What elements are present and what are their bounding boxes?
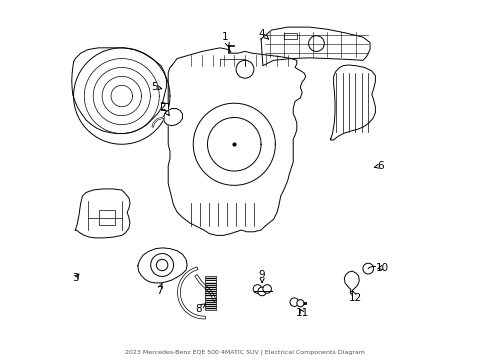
Polygon shape <box>74 48 170 144</box>
Text: 1: 1 <box>222 32 229 48</box>
Text: 4: 4 <box>259 28 269 39</box>
Polygon shape <box>168 48 306 235</box>
Polygon shape <box>138 248 187 283</box>
Polygon shape <box>261 27 370 66</box>
Polygon shape <box>331 65 375 140</box>
Text: 10: 10 <box>376 262 389 273</box>
Polygon shape <box>344 271 359 293</box>
Polygon shape <box>72 48 167 134</box>
Circle shape <box>297 300 304 307</box>
Text: 12: 12 <box>348 290 362 303</box>
Text: 2023 Mercedes-Benz EQE 500 4MATIC SUV | Electrical Components Diagram: 2023 Mercedes-Benz EQE 500 4MATIC SUV | … <box>125 350 365 355</box>
Circle shape <box>290 298 298 306</box>
Circle shape <box>253 285 262 293</box>
Polygon shape <box>164 109 182 126</box>
Text: 2: 2 <box>160 102 170 116</box>
Text: 7: 7 <box>156 283 163 296</box>
Circle shape <box>258 287 267 296</box>
Polygon shape <box>75 189 130 238</box>
Text: 8: 8 <box>195 303 205 314</box>
Text: 6: 6 <box>374 161 384 171</box>
Circle shape <box>263 285 271 293</box>
Polygon shape <box>161 103 168 111</box>
Text: 5: 5 <box>152 82 162 92</box>
Text: 11: 11 <box>295 308 309 318</box>
Circle shape <box>363 263 373 274</box>
Text: 9: 9 <box>259 270 266 283</box>
Text: 3: 3 <box>72 273 79 283</box>
